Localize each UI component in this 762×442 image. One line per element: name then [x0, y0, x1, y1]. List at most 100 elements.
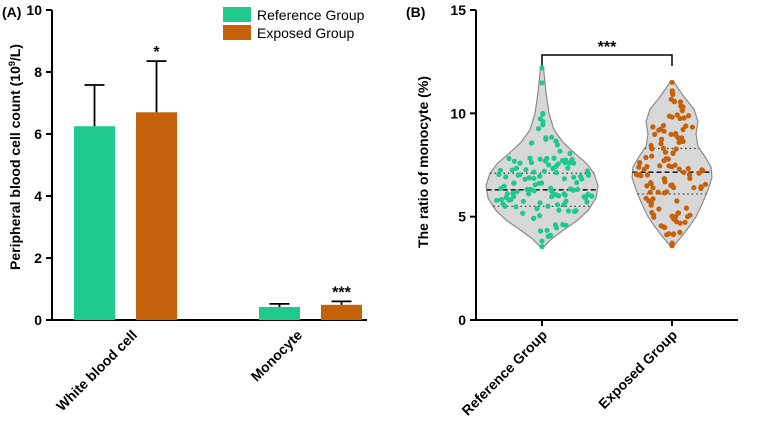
x-category-label: Exposed Group	[595, 327, 680, 412]
data-point	[677, 229, 683, 235]
data-point	[658, 141, 664, 147]
data-point	[669, 240, 675, 246]
data-point	[644, 164, 650, 170]
data-point	[669, 88, 675, 94]
data-point	[566, 160, 572, 166]
data-point	[526, 191, 532, 197]
y-tick-label: 0	[34, 312, 42, 328]
data-point	[548, 185, 554, 191]
data-point	[513, 204, 519, 210]
data-point	[511, 158, 517, 164]
data-point	[554, 142, 561, 148]
data-point	[651, 214, 657, 220]
data-point	[554, 202, 561, 208]
data-point	[666, 113, 673, 119]
data-point	[647, 189, 653, 195]
data-point	[563, 222, 569, 228]
data-point	[656, 206, 662, 212]
significance-label-b: ***	[598, 39, 617, 56]
bar	[321, 304, 362, 320]
bar	[259, 306, 300, 320]
data-point	[557, 148, 563, 154]
data-point	[565, 208, 572, 214]
data-point	[578, 173, 584, 179]
data-point	[656, 127, 662, 133]
data-point	[510, 190, 516, 196]
data-point	[506, 155, 512, 162]
data-point	[677, 115, 683, 122]
data-point	[643, 154, 649, 161]
data-point	[550, 165, 556, 172]
data-point	[544, 227, 550, 233]
data-point	[655, 189, 661, 195]
data-point	[660, 122, 667, 129]
data-point	[686, 113, 692, 119]
data-point	[542, 158, 548, 164]
data-point	[523, 167, 529, 173]
violin-shape	[631, 81, 713, 247]
data-point	[511, 180, 517, 186]
data-point	[540, 111, 546, 117]
data-point	[526, 175, 532, 181]
data-point	[686, 172, 693, 178]
data-point	[537, 213, 543, 219]
data-point	[517, 160, 523, 166]
data-point	[551, 155, 557, 161]
data-point	[562, 192, 568, 198]
data-point	[669, 79, 675, 85]
data-point	[531, 169, 537, 175]
data-point	[500, 201, 506, 207]
data-point	[527, 186, 534, 192]
data-point	[644, 183, 650, 189]
data-point	[664, 232, 670, 238]
data-point	[549, 194, 555, 200]
data-point	[509, 167, 515, 173]
data-point	[673, 131, 679, 137]
data-point	[553, 192, 559, 198]
legend: Reference Group Exposed Group	[223, 7, 365, 41]
data-point	[589, 193, 595, 199]
data-point	[660, 145, 667, 151]
data-point	[676, 139, 682, 145]
x-category-label: Reference Group	[458, 327, 550, 419]
data-point	[671, 99, 678, 105]
data-point	[665, 156, 671, 162]
data-point	[537, 200, 543, 206]
panel-b-violin-plot: (B) The ratio of monocyte (%) 0 5 10 15 ***…	[406, 2, 738, 418]
data-point	[556, 207, 562, 213]
data-point	[548, 232, 554, 238]
y-tick-label: 4	[34, 188, 42, 204]
data-point	[583, 195, 589, 201]
panel-b-violins	[485, 65, 713, 250]
data-point	[537, 173, 543, 179]
data-point	[683, 205, 690, 211]
data-point	[682, 219, 688, 225]
data-point	[534, 206, 540, 212]
data-point	[685, 214, 691, 220]
data-point	[650, 124, 656, 130]
y-label-main: Peripheral blood cell count (10	[7, 66, 23, 270]
data-point	[553, 225, 560, 231]
data-point	[585, 172, 591, 178]
data-point	[513, 165, 520, 171]
panel-b-label: (B)	[406, 4, 425, 20]
data-point	[501, 183, 507, 189]
data-point	[540, 122, 546, 128]
data-point	[539, 238, 545, 244]
data-point	[637, 160, 643, 166]
y-tick-label: 5	[458, 209, 466, 225]
data-point	[549, 134, 555, 140]
significance-label: *	[153, 44, 160, 61]
data-point	[664, 189, 670, 195]
data-point	[636, 164, 642, 170]
data-point	[659, 136, 665, 142]
data-point	[571, 160, 577, 166]
data-point	[679, 108, 685, 114]
data-point	[648, 202, 654, 208]
data-point	[567, 150, 573, 157]
data-point	[681, 115, 687, 121]
data-point	[677, 99, 684, 105]
x-category-label: White blood cell	[53, 327, 140, 414]
data-point	[634, 172, 640, 178]
data-point	[570, 187, 576, 193]
